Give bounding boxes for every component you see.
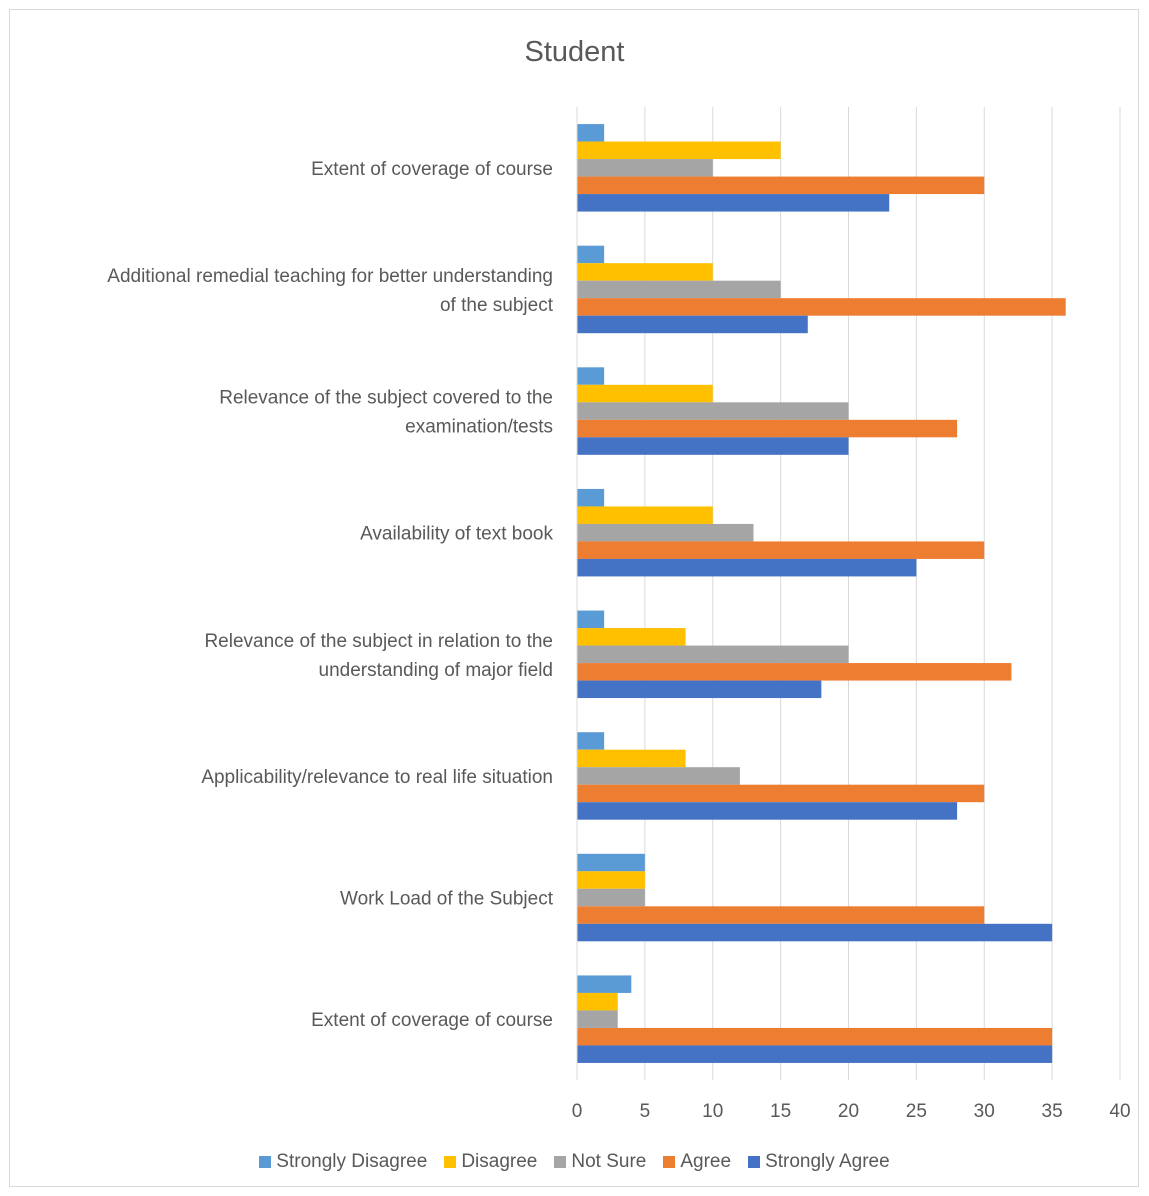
x-tick-label: 15 [770,1101,791,1122]
bar-not-sure [577,645,849,664]
legend-swatch [444,1156,457,1168]
category-label: Extent of coverage of course [311,1010,553,1031]
bar-strongly-agree [577,315,808,334]
bar-disagree [577,263,713,281]
legend-item: Strongly Agree [748,1151,890,1173]
bar-not-sure [577,159,713,177]
bar-strongly-disagree [577,367,605,385]
legend-label: Strongly Disagree [276,1151,428,1172]
legend-item: Disagree [444,1151,537,1173]
chart-frame [9,9,1139,1187]
bar-agree [577,541,985,559]
bar-strongly-agree [577,680,822,699]
bar-disagree [577,506,713,524]
x-tick-label: 10 [702,1101,723,1122]
bar-not-sure [577,523,754,542]
legend-swatch [748,1156,761,1168]
category-label: Extent of coverage of course [311,159,553,180]
legend-label: Disagree [461,1151,538,1172]
x-tick-label: 25 [906,1101,927,1122]
bar-strongly-disagree [577,975,632,993]
bar-not-sure [577,402,849,420]
legend-label: Strongly Agree [765,1151,890,1172]
bar-strongly-disagree [577,124,605,142]
x-tick-label: 35 [1042,1101,1063,1122]
bar-disagree [577,749,686,768]
bar-agree [577,906,985,924]
bar-disagree [577,628,686,646]
bar-strongly-disagree [577,853,645,872]
legend-item: Agree [663,1151,731,1173]
bar-agree [577,176,985,195]
bar-strongly-disagree [577,732,605,750]
legend-swatch [554,1156,567,1168]
chart-title: Student [524,36,625,68]
bar-disagree [577,992,618,1011]
x-tick-label: 5 [640,1101,651,1122]
bar-agree [577,298,1066,316]
category-label: Relevance of the subject covered to the [219,388,553,409]
bar-strongly-agree [577,558,917,577]
bar-strongly-agree [577,437,849,455]
bar-disagree [577,871,645,889]
bar-not-sure [577,888,645,907]
category-label: examination/tests [405,417,553,438]
bar-not-sure [577,1010,618,1028]
bar-agree [577,419,958,438]
legend-swatch [259,1156,272,1168]
bar-agree [577,784,985,803]
bar-strongly-agree [577,194,890,212]
category-label: Additional remedial teaching for better … [107,266,553,287]
x-tick-label: 30 [974,1101,995,1122]
bar-not-sure [577,280,781,299]
category-label: Availability of text book [360,524,553,545]
legend-item: Not Sure [554,1151,646,1173]
bar-strongly-disagree [577,488,605,507]
x-tick-label: 0 [572,1101,583,1122]
bar-strongly-agree [577,802,958,820]
category-label: understanding of major field [319,660,553,681]
bar-strongly-agree [577,1045,1053,1063]
chart-legend: Strongly Disagree Disagree Not Sure Agree St… [0,1151,1149,1173]
bar-strongly-disagree [577,245,605,264]
bar-agree [577,1027,1053,1046]
x-tick-label: 20 [838,1101,859,1122]
legend-swatch [663,1156,676,1168]
bar-agree [577,663,1012,681]
category-label: of the subject [440,295,554,316]
bar-disagree [577,141,781,160]
bar-not-sure [577,767,740,785]
category-label: Work Load of the Subject [340,889,554,910]
category-label: Relevance of the subject in relation to … [204,631,553,652]
legend-label: Not Sure [571,1151,647,1172]
bar-strongly-agree [577,923,1053,942]
bar-strongly-disagree [577,610,605,629]
legend-label: Agree [680,1151,732,1172]
legend-item: Strongly Disagree [259,1151,427,1173]
category-label: Applicability/relevance to real life sit… [201,767,553,788]
x-tick-label: 40 [1109,1101,1130,1122]
bar-disagree [577,384,713,403]
